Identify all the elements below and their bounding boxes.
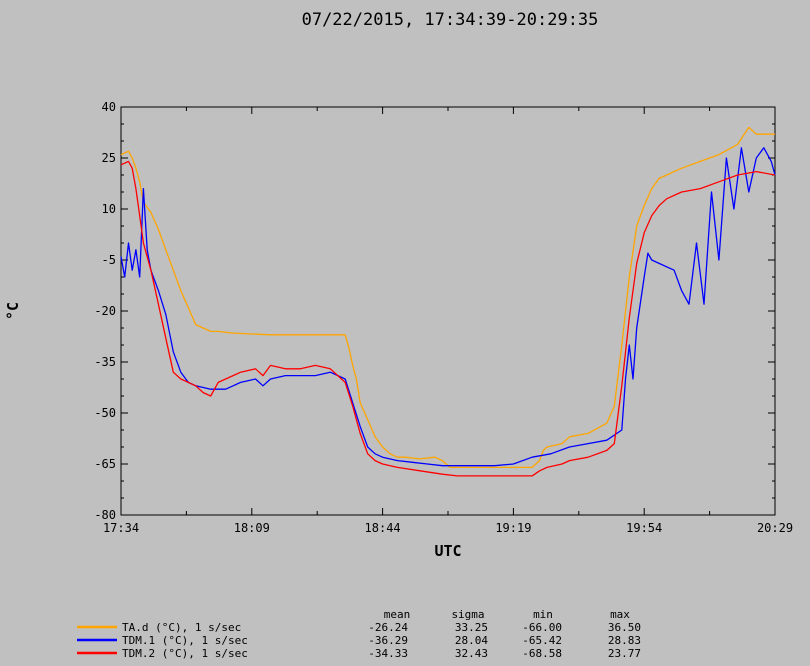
legend-stat-value: -68.58 bbox=[522, 647, 562, 660]
series-lines bbox=[120, 126, 776, 477]
y-tick-label: 40 bbox=[102, 100, 116, 114]
x-tick-label: 19:19 bbox=[495, 521, 531, 535]
legend: mean sigma min max TA.d (°C), 1 s/sec -26.24 3… bbox=[77, 608, 641, 660]
legend-stat-value: -66.00 bbox=[522, 621, 562, 634]
legend-series-name: TDM.2 (°C), 1 s/sec bbox=[122, 647, 248, 660]
legend-stat-value: 36.50 bbox=[608, 621, 641, 634]
x-tick-label: 17:34 bbox=[103, 521, 139, 535]
x-tick-label: 20:29 bbox=[757, 521, 793, 535]
legend-stat-value: -26.24 bbox=[368, 621, 408, 634]
series-line-1 bbox=[120, 126, 775, 469]
x-tick-label: 19:54 bbox=[626, 521, 662, 535]
y-tick-label: -50 bbox=[94, 406, 116, 420]
y-tick-label: -20 bbox=[94, 304, 116, 318]
chart-title: 07/22/2015, 17:34:39-20:29:35 bbox=[302, 10, 599, 30]
legend-stat-header: mean bbox=[384, 608, 411, 621]
y-tick-label: -80 bbox=[94, 508, 116, 522]
legend-stat-value: 28.04 bbox=[455, 634, 488, 647]
legend-stat-value: 23.77 bbox=[608, 647, 641, 660]
legend-stat-header: min bbox=[533, 608, 553, 621]
legend-stat-header: max bbox=[610, 608, 630, 621]
y-axis-label: °C bbox=[4, 302, 22, 320]
series-line-3 bbox=[120, 160, 776, 477]
legend-series-name: TA.d (°C), 1 s/sec bbox=[122, 621, 241, 634]
legend-stat-value: 28.83 bbox=[608, 634, 641, 647]
plot-frame bbox=[120, 106, 776, 516]
y-tick-label: -65 bbox=[94, 457, 116, 471]
legend-stat-value: 33.25 bbox=[455, 621, 488, 634]
x-axis-label: UTC bbox=[434, 542, 461, 560]
x-tick-label: 18:09 bbox=[234, 521, 270, 535]
y-tick-label: 25 bbox=[102, 151, 116, 165]
y-tick-label: -5 bbox=[102, 253, 116, 267]
y-tick-label: -35 bbox=[94, 355, 116, 369]
x-tick-label: 18:44 bbox=[365, 521, 401, 535]
legend-stat-header: sigma bbox=[451, 608, 484, 621]
series-line-2 bbox=[120, 147, 776, 467]
axis-ticks bbox=[120, 106, 776, 516]
legend-stat-value: -34.33 bbox=[368, 647, 408, 660]
y-tick-label: 10 bbox=[102, 202, 116, 216]
legend-series-name: TDM.1 (°C), 1 s/sec bbox=[122, 634, 248, 647]
legend-stat-value: -36.29 bbox=[368, 634, 408, 647]
legend-stat-value: -65.42 bbox=[522, 634, 562, 647]
legend-stat-value: 32.43 bbox=[455, 647, 488, 660]
